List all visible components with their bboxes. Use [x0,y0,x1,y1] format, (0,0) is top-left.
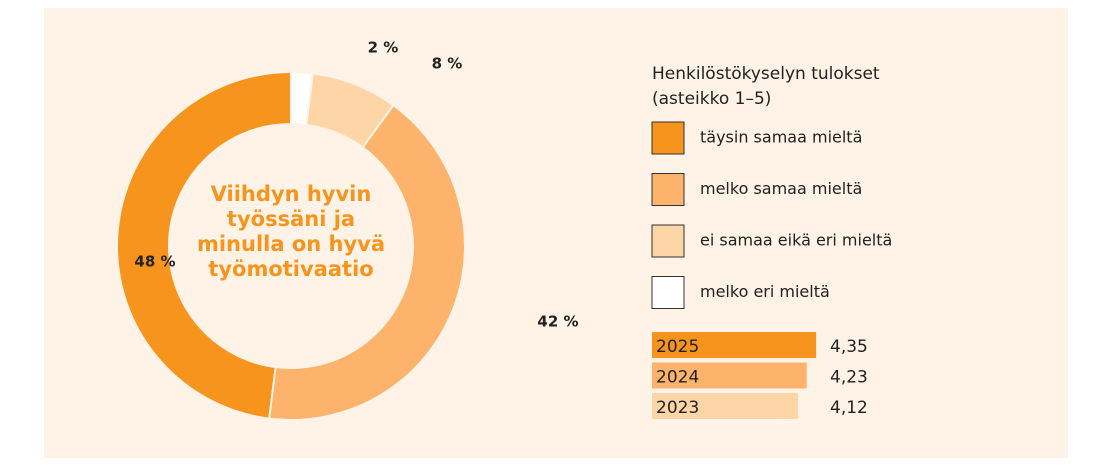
donut-segment [268,103,467,421]
legend-swatch [651,173,685,206]
donut-title: Viihdyn hyvin työssäni ja minulla on hyv… [196,182,386,281]
bar-value-label: 4,12 [830,398,868,418]
legend-swatch [651,224,685,258]
legend-label: ei samaa eikä eri mieltä [700,231,892,250]
legend-swatch [651,276,685,309]
donut-segment [290,70,314,127]
legend-label: melko eri mieltä [700,282,830,301]
legend-swatch [651,121,685,155]
legend-label: täysin samaa mieltä [700,128,862,147]
bar-category: 2023 [656,398,699,418]
donut-segment [116,70,292,420]
bar-category: 2024 [656,368,699,388]
bar-value-label: 4,35 [830,337,868,357]
bar [652,362,807,389]
value-label: 48 % [134,253,175,271]
legend-title: Henkilöstökyselyn tulokset (asteikko 1–5… [652,64,880,109]
value-label: 42 % [537,313,578,331]
legend-label: melko samaa mieltä [700,179,862,198]
bar-category: 2025 [656,337,699,357]
bar [652,393,799,419]
bar-value-label: 4,23 [830,368,868,388]
bar [652,332,817,358]
value-label: 2 % [368,39,399,57]
value-label: 8 % [432,55,463,73]
